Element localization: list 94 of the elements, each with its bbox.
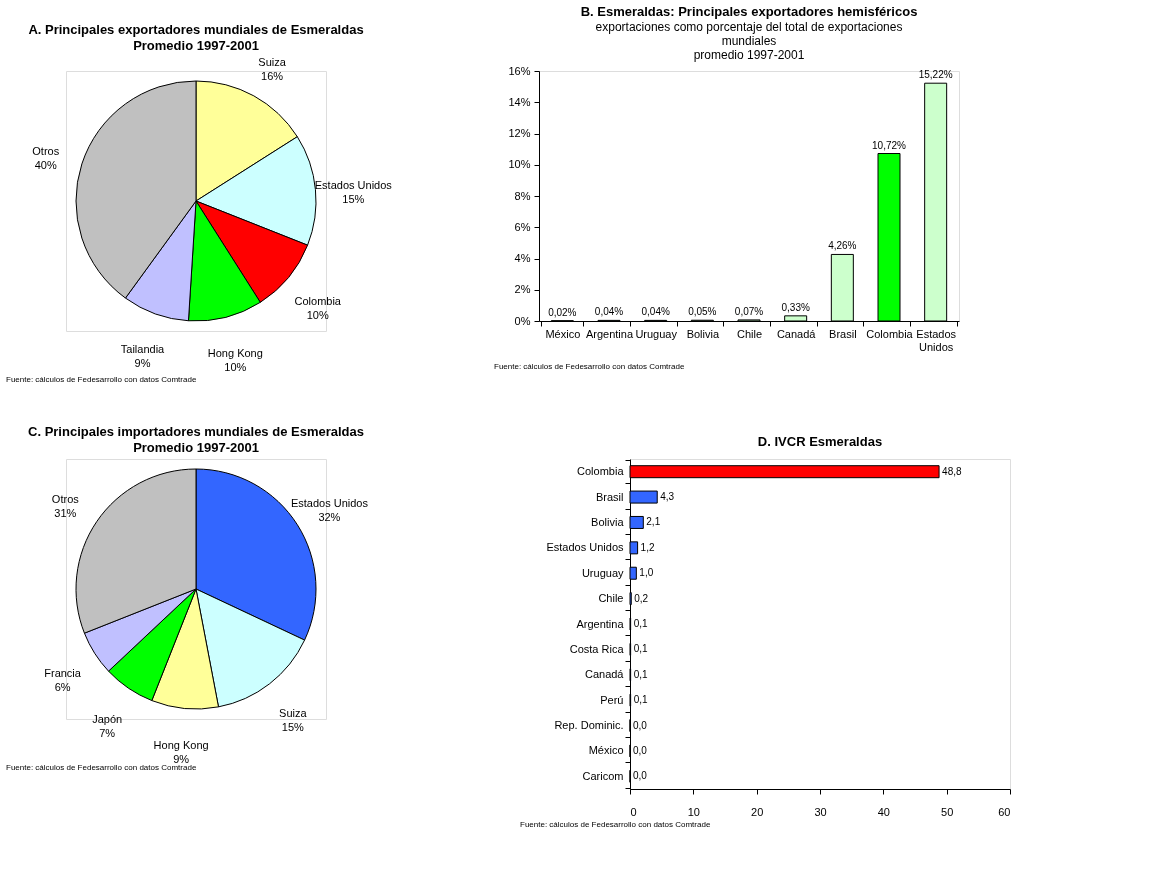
slice-label: Estados Unidos: [314, 179, 393, 192]
x-tick-label: 40: [877, 805, 890, 818]
data-label: 0,04%: [641, 306, 670, 318]
data-label: 31%: [54, 507, 77, 520]
data-label: 32%: [318, 511, 341, 524]
x-tick-label: Uruguay: [635, 327, 678, 340]
y-tick-label: México: [588, 744, 624, 757]
data-label: 48,8: [942, 465, 962, 477]
chart-title: C. Principales importadores mundiales de Esmeraldas: [28, 424, 364, 439]
source-note: Fuente: cálculos de Fedesarrollo con datos Comtrade: [494, 362, 685, 371]
x-tick-label: México: [545, 327, 581, 340]
slice-label: Colombia: [294, 294, 342, 307]
y-tick-label: Chile: [598, 592, 624, 605]
y-tick-label: Canadá: [584, 668, 625, 681]
data-label: 10%: [306, 308, 329, 321]
data-label: 4,3: [660, 491, 675, 503]
data-label: 4,26%: [828, 240, 857, 252]
slice-label: Suiza: [279, 706, 308, 719]
y-tick-label: Perú: [600, 693, 624, 706]
slice-label: Suiza: [258, 55, 287, 68]
x-tick-label: Estados Unidos: [916, 327, 957, 353]
data-label: 15%: [281, 720, 305, 733]
y-tick-label: Bolivia: [591, 515, 625, 528]
source-note: Fuente: cálculos de Fedesarrollo con datos Comtrade: [6, 763, 197, 772]
y-tick-label: 8%: [514, 189, 531, 202]
x-tick-label: 50: [941, 805, 954, 818]
data-label: 0,02%: [548, 306, 577, 318]
chart-subtitle: exportaciones como porcentaje del total de exportaciones mundiales promedio 1997-2001: [595, 20, 903, 62]
y-tick-label: Rep. Dominic.: [554, 719, 624, 732]
y-tick-label: Caricom: [582, 769, 624, 782]
y-tick-label: Colombia: [577, 465, 625, 478]
x-tick-label: Canadá: [776, 327, 817, 340]
y-tick-label: 4%: [514, 252, 531, 264]
source-note: Fuente: cálculos de Fedesarrollo con datos Comtrade: [520, 820, 711, 829]
data-label: 0,05%: [688, 306, 717, 318]
y-tick-label: 14%: [508, 95, 531, 108]
data-label: 2,1: [646, 516, 661, 528]
data-label: 0,07%: [734, 305, 764, 317]
data-label: 7%: [99, 726, 116, 739]
data-label: 15,22%: [918, 69, 953, 81]
data-label: 10%: [224, 361, 247, 374]
x-tick-label: Bolivia: [686, 327, 720, 340]
chart-title: D. IVCR Esmeraldas: [757, 434, 883, 449]
data-label: 0,1: [633, 668, 648, 680]
slice-label: Otros: [51, 493, 80, 506]
slice-label: Francia: [44, 666, 82, 679]
data-label: 0,0: [633, 770, 648, 782]
slice-label: Tailandia: [120, 342, 166, 355]
source-note: Fuente: cálculos de Fedesarrollo con datos Comtrade: [6, 375, 197, 384]
y-tick-label: 12%: [508, 127, 531, 139]
chart-title: A. Principales exportadores mundiales de Esmeraldas: [28, 21, 364, 37]
chart-title: B. Esmeraldas: Principales exportadores hemisféricos: [580, 4, 918, 19]
y-tick-label: 10%: [508, 158, 531, 171]
chart-subtitle: Promedio 1997-2001: [133, 37, 259, 53]
y-tick-label: 16%: [508, 64, 531, 77]
slice-label: Japón: [92, 712, 123, 725]
x-tick-label: Brasil: [829, 327, 857, 340]
y-tick-label: 6%: [514, 220, 531, 233]
slice-label: Otros: [32, 145, 60, 158]
x-tick-label: 0: [630, 805, 637, 818]
x-tick-label: 30: [814, 805, 827, 818]
data-label: 0,33%: [781, 301, 810, 313]
chart-subtitle: Promedio 1997-2001: [133, 440, 259, 455]
data-label: 9%: [173, 753, 190, 766]
data-label: 16%: [261, 69, 284, 82]
y-tick-label: 2%: [514, 283, 531, 296]
x-tick-label: 60: [998, 805, 1011, 818]
y-tick-label: 0%: [514, 314, 531, 327]
y-tick-label: Estados Unidos: [546, 541, 624, 554]
y-tick-label: Costa Rica: [569, 642, 625, 655]
data-label: 40%: [34, 159, 57, 172]
data-label: 0,0: [633, 744, 648, 756]
data-label: 1,2: [640, 541, 655, 553]
data-label: 0,2: [634, 592, 649, 604]
data-label: 0,1: [633, 643, 648, 655]
data-label: 0,04%: [594, 306, 624, 318]
x-tick-label: 10: [687, 805, 700, 818]
data-label: 0,0: [633, 719, 648, 731]
x-tick-label: 20: [751, 805, 764, 818]
data-label: 1,0: [639, 567, 654, 579]
slice-label: Hong Kong: [153, 739, 209, 752]
y-tick-label: Uruguay: [581, 566, 624, 579]
data-label: 9%: [134, 356, 151, 369]
y-tick-label: Argentina: [576, 617, 625, 630]
x-tick-label: Colombia: [866, 327, 914, 340]
y-tick-label: Brasil: [595, 490, 624, 503]
x-tick-label: Chile: [736, 327, 763, 340]
data-label: 6%: [54, 680, 71, 693]
data-label: 10,72%: [872, 139, 907, 151]
data-label: 15%: [342, 193, 365, 206]
slice-label: Hong Kong: [207, 347, 263, 360]
slice-label: Estados Unidos: [290, 497, 369, 510]
data-label: 0,1: [633, 618, 648, 629]
data-label: 0,1: [633, 694, 648, 706]
